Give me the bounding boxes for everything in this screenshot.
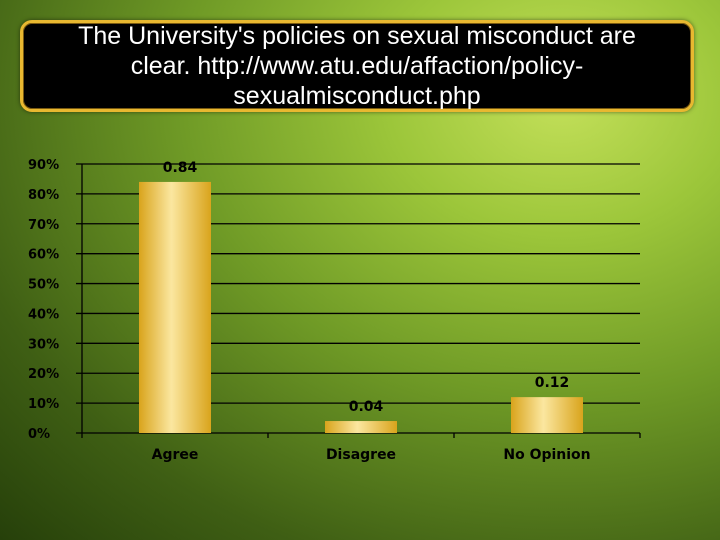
y-tick-label: 10% (28, 397, 59, 412)
y-tick-label: 60% (28, 248, 59, 263)
bar (325, 421, 397, 433)
y-tick-label: 80% (28, 188, 59, 203)
bar-data-label: 0.12 (535, 375, 570, 391)
x-category-label: Agree (152, 447, 199, 463)
y-tick-label: 90% (28, 158, 59, 173)
bar-data-label: 0.04 (349, 399, 384, 415)
bar (139, 181, 211, 433)
x-category-label: Disagree (326, 447, 396, 463)
y-tick-label: 70% (28, 218, 59, 233)
y-tick-label: 20% (28, 367, 59, 382)
slide-title: The University's policies on sexual misc… (78, 21, 636, 111)
y-tick-label: 30% (28, 337, 59, 352)
slide-title-box: The University's policies on sexual misc… (20, 20, 694, 112)
bar-data-label: 0.84 (163, 160, 198, 176)
y-tick-label: 50% (28, 278, 59, 293)
slide-title-line-3: sexualmisconduct.php (233, 82, 481, 110)
y-tick-label: 40% (28, 307, 59, 322)
slide-title-line-2: clear. http://www.atu.edu/affaction/poli… (130, 52, 584, 80)
labels: 0% 10% 20% 30% 40% 50% 60% 70% 80% 90% Agree 0.84 Di… (28, 158, 591, 463)
bars (139, 181, 583, 433)
x-category-label: No Opinion (503, 447, 590, 463)
bar (511, 397, 583, 433)
slide-title-line-1: The University's policies on sexual misc… (78, 22, 636, 50)
y-tick-label: 0% (28, 427, 50, 442)
